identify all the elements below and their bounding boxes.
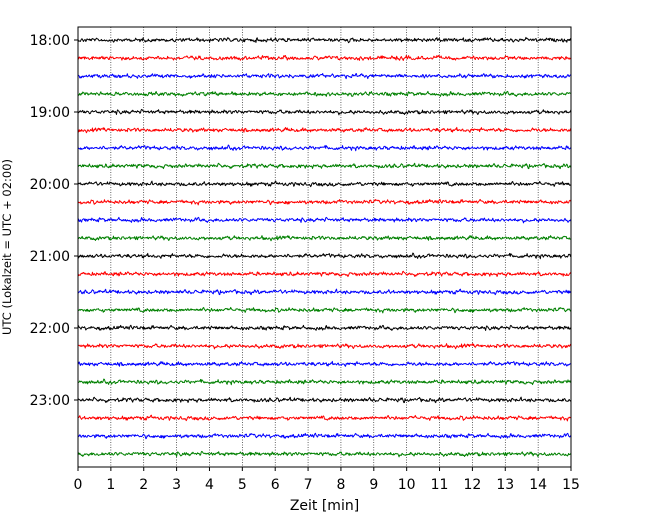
x-tick-label: 12 [463,477,481,493]
trace-group [77,36,572,458]
seismogram-trace [77,324,572,331]
x-tick-label: 9 [369,477,378,493]
seismogram-trace [77,288,572,296]
seismogram-trace [77,306,572,314]
x-tick-label: 8 [336,477,345,493]
y-tick-label: 22:00 [30,321,70,337]
seismogram-trace [77,144,572,152]
y-tick-label: 23:00 [30,393,70,409]
y-tick-label: 21:00 [30,249,70,265]
seismogram-trace [77,108,572,116]
x-tick-label: 7 [304,477,313,493]
x-tick-label: 11 [431,477,449,493]
seismogram-trace [77,432,572,440]
x-axis-label: Zeit [min] [290,498,359,514]
seismogram-trace [77,270,572,278]
x-tick-label: 2 [139,477,148,493]
seismogram-trace [77,450,572,458]
plot-area [78,27,571,467]
x-tick-label: 1 [106,477,115,493]
y-tick-label: 18:00 [30,33,70,49]
seismogram-trace [77,54,572,61]
x-tick-label: 4 [205,477,214,493]
y-axis-label: UTC (Lokalzeit = UTC + 02:00) [0,159,14,335]
x-tick-label: 13 [496,477,514,493]
x-axis: 0 1 2 3 4 5 6 7 8 9 10 11 12 13 14 15 [74,467,580,493]
x-tick-label: 6 [271,477,280,493]
seismogram-trace [77,414,572,422]
seismogram-trace [77,126,572,134]
seismogram-trace [77,396,572,404]
seismogram-trace [77,180,572,188]
seismogram-trace [77,216,572,224]
y-axis: 18:00 19:00 20:00 21:00 22:00 23:00 [30,33,78,409]
grid [110,27,539,467]
x-tick-label: 10 [398,477,416,493]
seismogram-trace [77,343,572,350]
seismogram-trace [77,252,572,260]
seismogram-trace [77,235,572,242]
seismogram-trace [77,73,572,80]
plot-frame [77,26,572,468]
seismogram-trace [77,162,572,170]
seismogram-trace [77,378,572,386]
seismogram-trace [77,36,572,44]
x-tick-label: 0 [74,477,83,493]
seismogram-trace [77,360,572,367]
seismogram-trace [77,90,572,97]
y-tick-label: 19:00 [30,105,70,121]
seismogram-trace [77,198,572,206]
x-tick-label: 5 [238,477,247,493]
x-tick-label: 3 [172,477,181,493]
x-tick-label: 14 [529,477,547,493]
y-tick-label: 20:00 [30,177,70,193]
x-tick-label: 15 [562,477,580,493]
